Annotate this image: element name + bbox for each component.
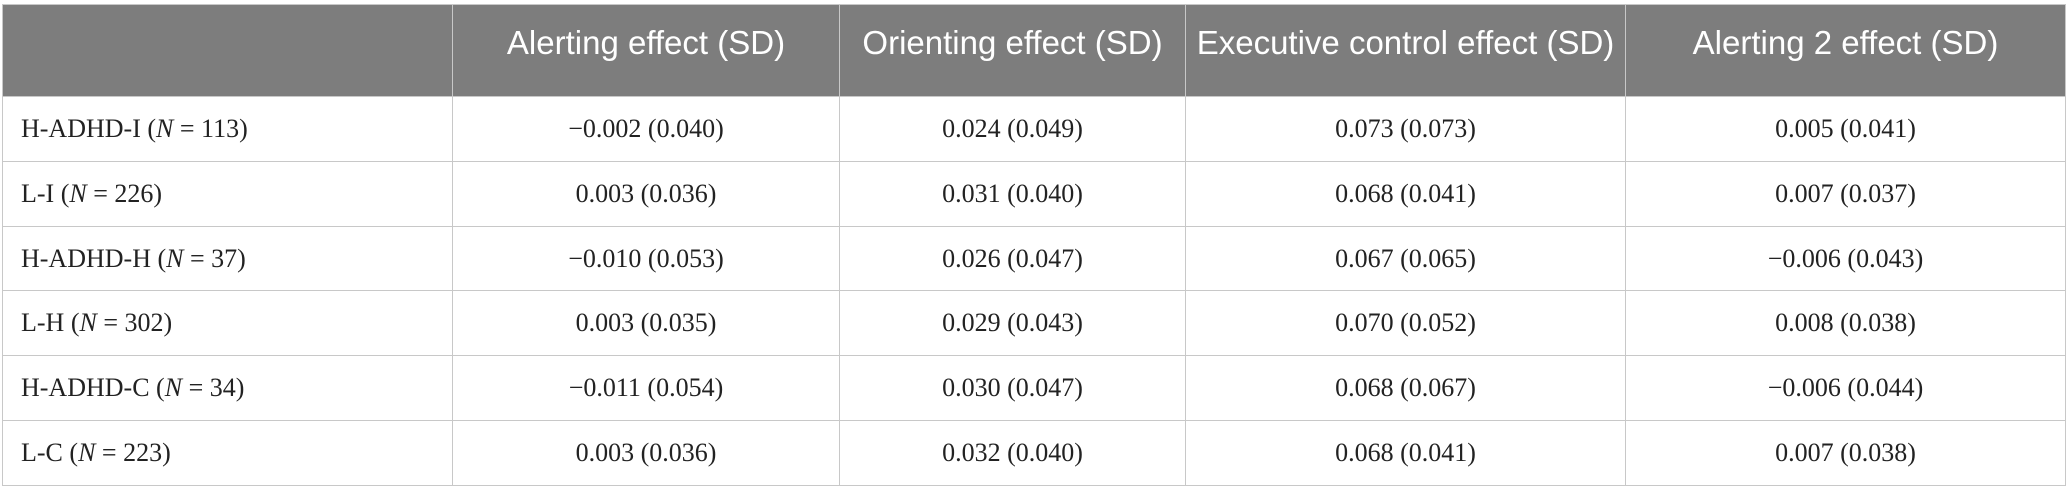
row-group-label: L-I (N = 226) — [2, 160, 453, 227]
equals-sign: = — [173, 113, 202, 143]
table-header: Alerting effect (SD) Orienting effect (S… — [2, 4, 2066, 97]
header-alerting: Alerting effect (SD) — [452, 4, 840, 97]
table-cell: 0.068 (0.041) — [1185, 420, 1626, 486]
n-symbol: N — [78, 438, 96, 468]
table-cell: 0.068 (0.067) — [1185, 355, 1626, 422]
sample-size: 113 — [201, 113, 240, 143]
sample-size: 302 — [124, 308, 164, 338]
table-cell: 0.003 (0.036) — [452, 160, 840, 227]
header-row: Alerting effect (SD) Orienting effect (S… — [2, 4, 2066, 97]
table-cell: 0.029 (0.043) — [839, 290, 1186, 357]
group-name: L-I — [21, 178, 55, 208]
header-orienting: Orienting effect (SD) — [839, 4, 1186, 97]
table-cell: −0.010 (0.053) — [452, 225, 840, 292]
table-cell: 0.032 (0.040) — [839, 420, 1186, 486]
n-symbol: N — [79, 308, 97, 338]
n-symbol: N — [156, 113, 174, 143]
table-cell: −0.011 (0.054) — [452, 355, 840, 422]
equals-sign: = — [183, 243, 212, 273]
equals-sign: = — [86, 178, 115, 208]
group-name: H-ADHD-C — [21, 373, 150, 403]
equals-sign: = — [95, 438, 124, 468]
group-name: H-ADHD-H — [21, 243, 151, 273]
header-executive-control: Executive control effect (SD) — [1185, 4, 1626, 97]
table-cell: 0.026 (0.047) — [839, 225, 1186, 292]
table-cell: −0.006 (0.044) — [1625, 355, 2066, 422]
table-row: H-ADHD-H (N = 37) −0.010 (0.053) 0.026 (0.… — [2, 225, 2066, 292]
results-table: Alerting effect (SD) Orienting effect (S… — [2, 4, 2066, 486]
sample-size: 223 — [123, 438, 163, 468]
table-cell: −0.006 (0.043) — [1625, 225, 2066, 292]
row-group-label: L-H (N = 302) — [2, 290, 453, 357]
header-alerting-2: Alerting 2 effect (SD) — [1625, 4, 2066, 97]
n-symbol: N — [164, 373, 183, 403]
group-name: L-H — [21, 308, 65, 338]
table-cell: 0.007 (0.038) — [1625, 420, 2066, 486]
sample-size: 34 — [209, 373, 236, 403]
table-cell: 0.070 (0.052) — [1185, 290, 1626, 357]
table-cell: 0.068 (0.041) — [1185, 160, 1626, 227]
table-cell: 0.073 (0.073) — [1185, 96, 1626, 162]
table-cell: 0.007 (0.037) — [1625, 160, 2066, 227]
header-group — [2, 4, 453, 97]
table-cell: 0.067 (0.065) — [1185, 225, 1626, 292]
table-row: L-C (N = 223) 0.003 (0.036) 0.032 (0.040) 0… — [2, 420, 2066, 486]
n-symbol: N — [166, 243, 184, 273]
row-group-label: L-C (N = 223) — [2, 420, 453, 486]
table-row: L-H (N = 302) 0.003 (0.035) 0.029 (0.043) 0… — [2, 290, 2066, 357]
table-cell: 0.031 (0.040) — [839, 160, 1186, 227]
table-cell: 0.030 (0.047) — [839, 355, 1186, 422]
table-cell: 0.003 (0.035) — [452, 290, 840, 357]
row-group-label: H-ADHD-H (N = 37) — [2, 225, 453, 292]
equals-sign: = — [96, 308, 125, 338]
table-cell: 0.005 (0.041) — [1625, 96, 2066, 162]
n-symbol: N — [69, 178, 87, 208]
group-name: L-C — [21, 438, 63, 468]
equals-sign: = — [182, 373, 210, 403]
table-cell: 0.008 (0.038) — [1625, 290, 2066, 357]
table-cell: 0.003 (0.036) — [452, 420, 840, 486]
group-name: H-ADHD-I — [21, 113, 141, 143]
table-cell: 0.024 (0.049) — [839, 96, 1186, 162]
sample-size: 226 — [114, 178, 154, 208]
table-row: L-I (N = 226) 0.003 (0.036) 0.031 (0.040) 0… — [2, 160, 2066, 227]
table-cell: −0.002 (0.040) — [452, 96, 840, 162]
table-body: H-ADHD-I (N = 113) −0.002 (0.040) 0.024 (0… — [2, 96, 2066, 486]
sample-size: 37 — [211, 243, 238, 273]
table-row: H-ADHD-I (N = 113) −0.002 (0.040) 0.024 (0… — [2, 96, 2066, 162]
row-group-label: H-ADHD-C (N = 34) — [2, 355, 453, 422]
table-row: H-ADHD-C (N = 34) −0.011 (0.054) 0.030 (0.… — [2, 355, 2066, 422]
row-group-label: H-ADHD-I (N = 113) — [2, 96, 453, 162]
